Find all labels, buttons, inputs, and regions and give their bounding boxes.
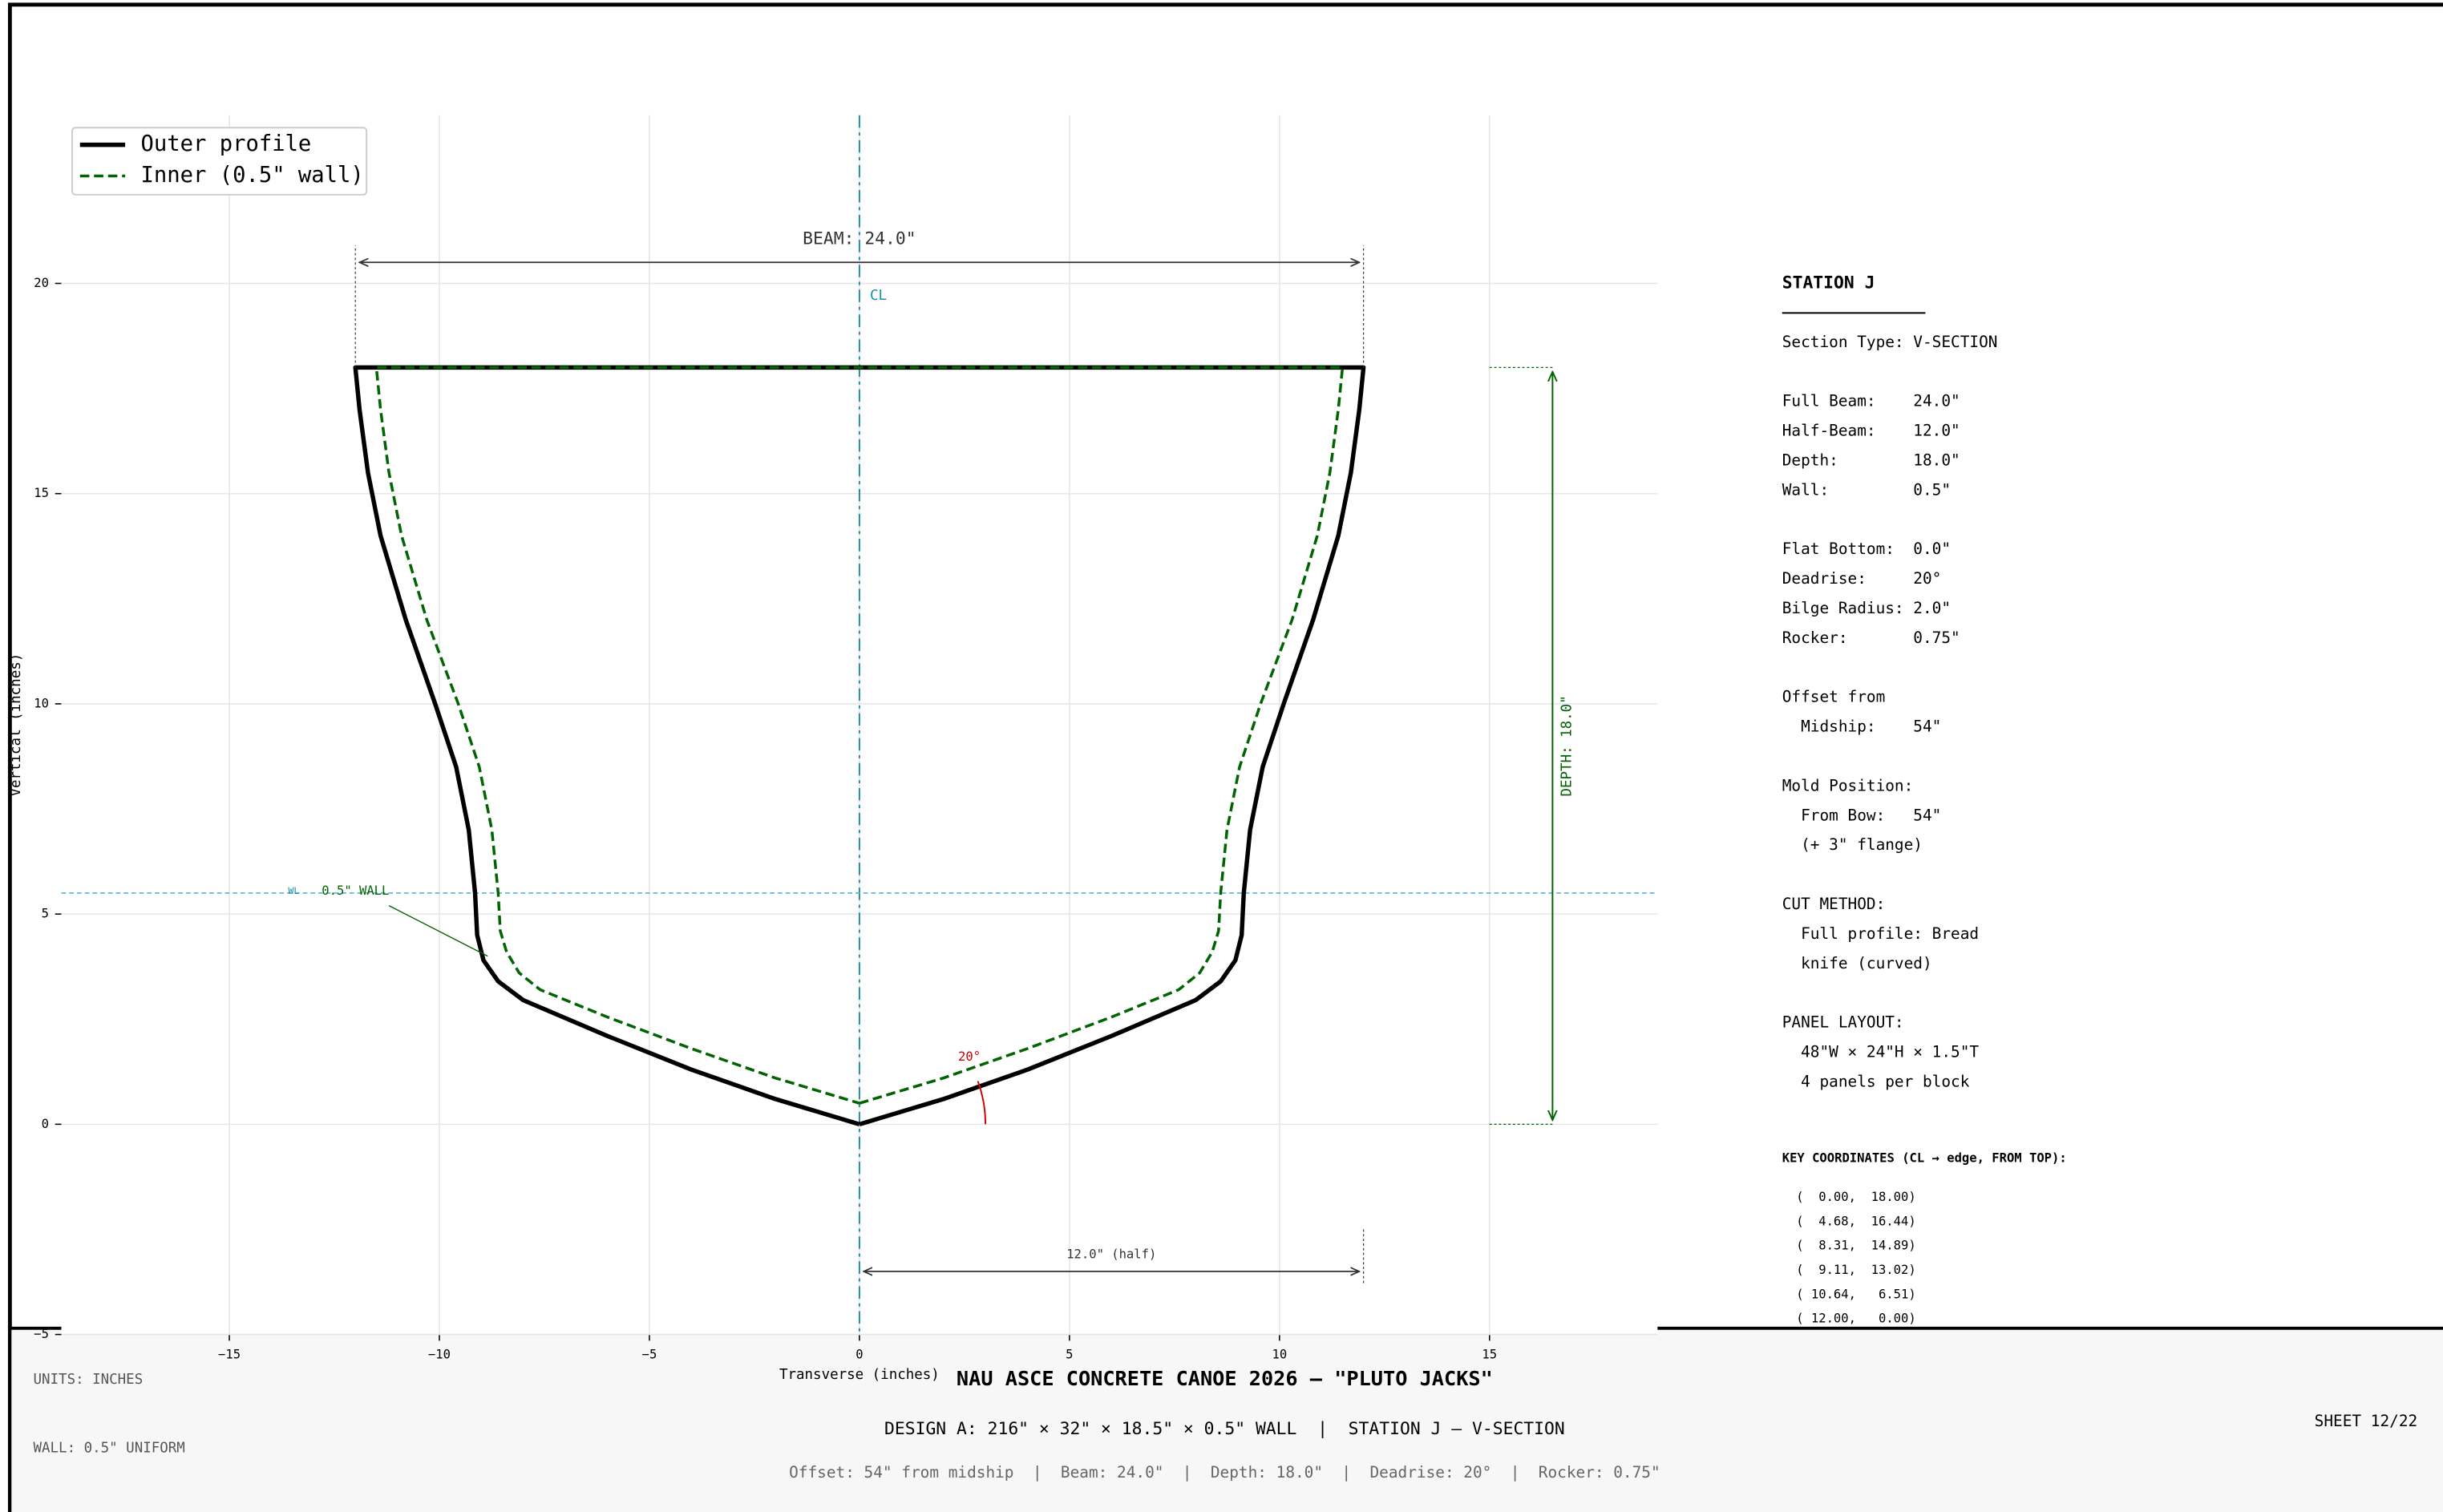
sheet-number: SHEET 12/22 [2315,1412,2418,1430]
coord-line: ( 0.00, 18.00) [1796,1190,1915,1204]
legend-label: Outer profile [141,131,312,156]
panel-line: (+ 3" flange) [1782,835,1923,854]
panel-line: Rocker: 0.75" [1782,629,1960,647]
x-tick-label: 0 [855,1347,863,1361]
coord-line: ( 9.11, 13.02) [1796,1263,1915,1277]
panel-line: Offset from [1782,688,1886,706]
x-tick-label: −5 [642,1347,657,1361]
deadrise-arc [977,1081,987,1125]
panel-line: Full Beam: 24.0" [1782,392,1960,410]
design-line: DESIGN A: 216" × 32" × 18.5" × 0.5" WALL… [884,1419,1565,1439]
panel-line: knife (curved) [1782,954,1932,972]
coord-line: ( 10.64, 6.51) [1796,1287,1915,1301]
coord-line: ( 8.31, 14.89) [1796,1239,1915,1253]
panel-line: Deadrise: 20° [1782,569,1942,588]
panel-line: 4 panels per block [1782,1072,1970,1090]
half-label: 12.0" (half) [1066,1247,1156,1261]
y-tick-label: 15 [34,486,49,500]
y-tick-label: −5 [34,1327,49,1341]
x-tick-label: −15 [218,1347,241,1361]
panel-line: Mold Position: [1782,776,1914,794]
x-axis-label: Transverse (inches) [779,1367,940,1383]
x-tick-label: −10 [428,1347,451,1361]
y-tick-label: 20 [34,276,49,290]
legend-box [71,127,368,196]
beam-label: BEAM: 24.0" [803,228,916,249]
panel-line: Midship: 54" [1782,718,1942,736]
y-tick-label: 10 [34,696,49,710]
coord-line: ( 12.00, 0.00) [1796,1312,1915,1326]
legend-label: Inner (0.5" wall) [141,163,364,188]
panel-line: 48"W × 24"H × 1.5"T [1782,1043,1980,1061]
y-tick-label: 0 [42,1117,49,1131]
panel-line: Bilge Radius: 2.0" [1782,599,1951,617]
panel-line: Half-Beam: 12.0" [1782,422,1960,440]
x-tick-label: 15 [1482,1347,1497,1361]
panel-line: Flat Bottom: 0.0" [1782,540,1951,558]
x-tick-label: 5 [1066,1347,1073,1361]
panel-line: From Bow: 54" [1782,806,1942,824]
panel-line: Wall: 0.5" [1782,480,1951,499]
depth-label: DEPTH: 18.0" [1559,695,1575,796]
cl-label: CL [870,288,887,304]
y-tick-label: 5 [42,907,49,921]
wl-label: WL [288,885,299,896]
coords-title: KEY COORDINATES (CL → edge, FROM TOP): [1782,1151,2067,1166]
details-line: Offset: 54" from midship | Beam: 24.0" |… [789,1463,1660,1482]
x-tick-label: 10 [1272,1347,1287,1361]
panel-line: PANEL LAYOUT: [1782,1013,1904,1032]
legend: Outer profile Inner (0.5" wall) [71,127,368,196]
deadrise-label: 20° [958,1049,981,1064]
panel-line: Depth: 18.0" [1782,451,1960,469]
wall-leader [388,905,488,957]
title-block [8,1326,2443,1512]
panel-line: Full profile: Bread [1782,924,1979,943]
plot: −15 −10 −5 0 5 10 15 −5 0 5 10 15 20 Transverse (inch… [8,115,1658,1383]
coord-line: ( 4.68, 16.44) [1796,1214,1915,1228]
panel-line: Section Type: V-SECTION [1782,333,1998,351]
wall-label: 0.5" WALL [322,883,389,898]
panel-line: CUT METHOD: [1782,895,1886,913]
units-note: UNITS: INCHES [34,1372,144,1388]
profile-line [374,366,1345,1105]
panel-title: STATION J [1782,273,1875,293]
wall-note: WALL: 0.5" UNIFORM [34,1440,185,1456]
y-axis-label: Vertical (inches) [8,653,24,797]
sheet-title: NAU ASCE CONCRETE CANOE 2026 — "PLUTO JA… [957,1367,1493,1390]
sheet-border [7,2,2443,1512]
